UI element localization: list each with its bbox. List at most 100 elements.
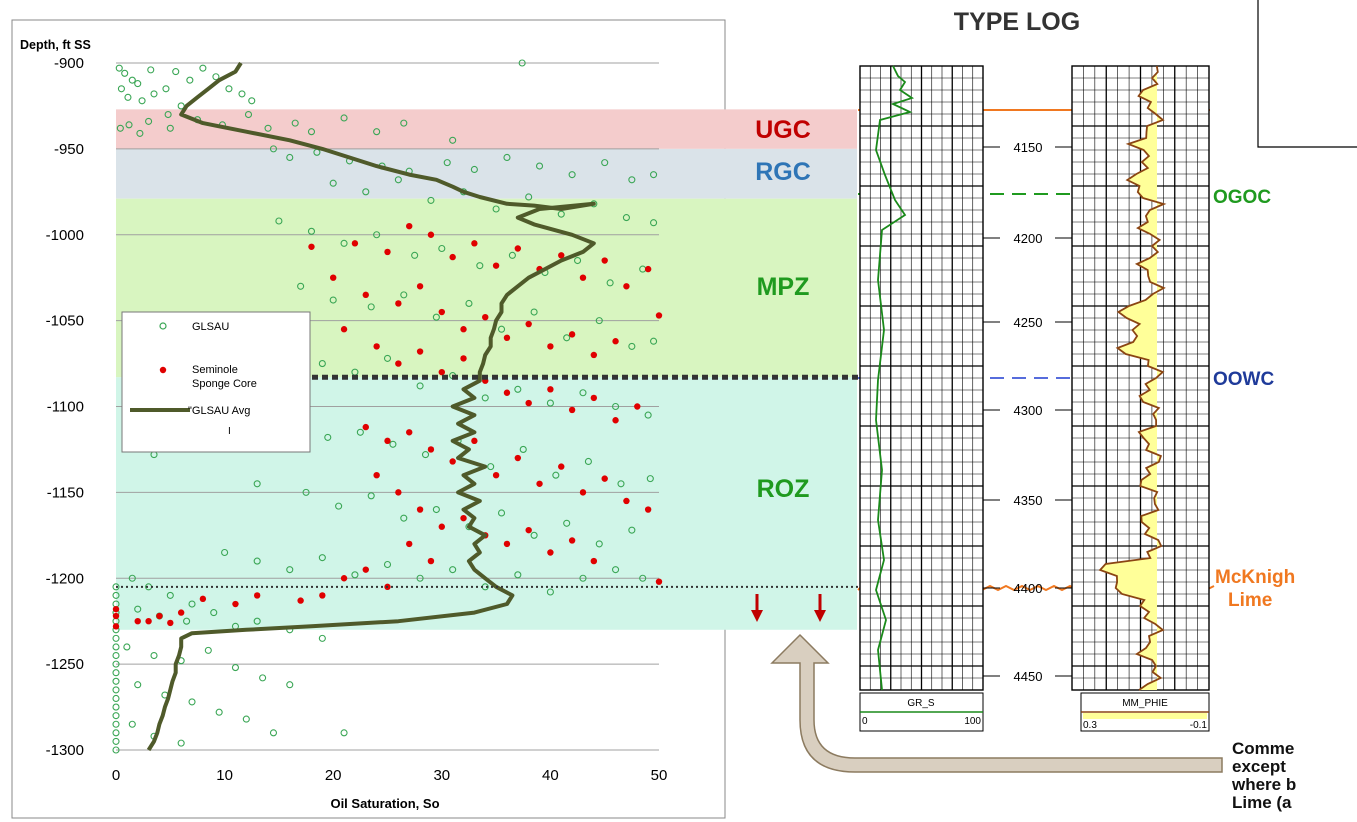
sponge-core-point [449,458,456,465]
glsau-point [563,519,571,527]
glsau-point [204,646,212,654]
glsau-point [112,703,120,711]
contact-label-mcknight: McKnigh [1215,567,1295,588]
sponge-core-point [319,592,326,599]
sponge-core-point [568,331,576,338]
glsau-point [121,69,129,77]
sponge-core-point [438,523,445,530]
gr-track [859,65,984,691]
sponge-core-point [536,480,543,487]
x-axis-label: Oil Saturation, So [330,796,439,811]
glsau-point [508,251,516,259]
glsau-point [145,117,153,125]
glsau-point [340,114,348,122]
sponge-core-point [644,506,652,513]
sponge-core-point [525,320,532,328]
depth-tick-label: 4150 [1014,140,1043,155]
glsau-point [628,342,636,350]
glsau-point [514,571,522,579]
legend-avg-label: "GLSAU Avg [188,405,250,417]
glsau-point [546,399,554,407]
sponge-core-point [112,623,120,630]
sponge-core-point [373,472,380,479]
note-line-2: except [1232,757,1286,776]
glsau-point [112,729,120,737]
glsau-point [514,385,522,393]
glsau-point [150,90,158,98]
sponge-core-point [406,429,413,436]
sponge-core-point [362,423,369,431]
glsau-point [112,686,120,694]
phie-track-min: 0.3 [1083,720,1097,731]
sponge-core-point [199,595,207,603]
depth-tick-label: 4450 [1014,669,1043,684]
y-tick-label: -1150 [47,484,84,501]
sponge-core-point [362,291,369,299]
sponge-core-point [351,240,359,247]
sponge-core-point [406,540,413,548]
gr-track-header: GR_S 0 100 [859,692,984,732]
log-curves [875,65,1167,691]
sponge-core-point [471,437,478,445]
glsau-point [125,121,133,129]
sponge-core-point [134,617,141,625]
glsau-point [329,179,337,187]
glsau-point [112,634,120,642]
sponge-core-point [384,437,391,445]
glsau-point [212,73,220,81]
sponge-core-point [579,274,587,281]
glsau-point [112,720,120,728]
glsau-point [373,128,381,136]
sponge-core-point [612,417,619,424]
glsau-avg-series [146,61,596,752]
glsau-point [644,411,652,419]
sponge-core-point [503,334,511,341]
glsau-point [318,554,326,562]
glsau-point [400,514,408,522]
sponge-core-point [547,386,554,393]
sponge-core-point [644,265,652,273]
glsau-point [400,119,408,127]
glsau-point [112,669,120,677]
glsau-point [427,196,435,204]
x-tick-label: 50 [651,767,668,784]
sponge-core-point [460,514,467,522]
glsau-point [367,303,375,311]
glsau-point [432,505,440,514]
glsau-point [356,428,364,436]
y-tick-label: -1300 [46,742,84,759]
sponge-core-point [514,245,522,252]
sponge-core-point [395,360,402,367]
glsau-point [134,605,142,613]
glsau-point [646,475,654,483]
sponge-core-point [438,308,445,316]
glsau-point [259,674,267,682]
glsau-point [563,334,571,342]
sponge-core-point [623,283,630,290]
glsau-point [546,588,554,596]
sponge-core-point [492,262,500,269]
glsau-point [443,159,451,167]
glsau-point [166,591,174,599]
glsau-point [231,664,240,672]
sponge-core-point [579,489,587,496]
depth-tick-label: 4400 [1014,581,1043,596]
y-tick-label: -900 [54,55,84,72]
glsau-point [650,219,658,227]
glsau-point [147,66,155,74]
glsau-point [162,85,170,93]
glsau-avg-line [146,61,596,752]
legend-glsau-label: GLSAU [192,321,229,333]
sponge-core-point [427,231,435,238]
sponge-core-point [416,506,424,513]
glsau-point [373,231,381,239]
gr-track-max: 100 [964,716,981,727]
sponge-core-point [590,394,598,402]
glsau-point [307,128,316,136]
glsau-point [595,317,603,325]
contact-label-lime: Lime [1228,590,1272,611]
sponge-core-point [438,368,445,376]
sponge-core-point [623,497,630,505]
glsau-point [112,677,120,685]
x-tick-label: 0 [112,767,120,784]
